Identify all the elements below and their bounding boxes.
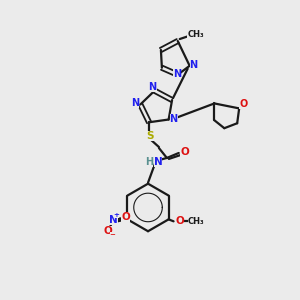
Text: O: O [239, 99, 247, 110]
Text: O: O [121, 212, 130, 222]
Text: N: N [154, 157, 162, 167]
Text: +: + [114, 212, 119, 218]
Text: N: N [173, 69, 181, 79]
Text: N: N [109, 215, 118, 225]
Text: H: H [145, 157, 153, 167]
Text: S: S [146, 131, 154, 141]
Text: −: − [110, 232, 116, 238]
Text: O: O [175, 216, 184, 226]
Text: O: O [103, 226, 112, 236]
Text: N: N [169, 113, 178, 124]
Text: O: O [180, 147, 189, 157]
Text: CH₃: CH₃ [187, 30, 204, 39]
Text: N: N [190, 60, 198, 70]
Text: N: N [131, 98, 140, 109]
Text: CH₃: CH₃ [188, 217, 205, 226]
Text: N: N [148, 82, 157, 92]
